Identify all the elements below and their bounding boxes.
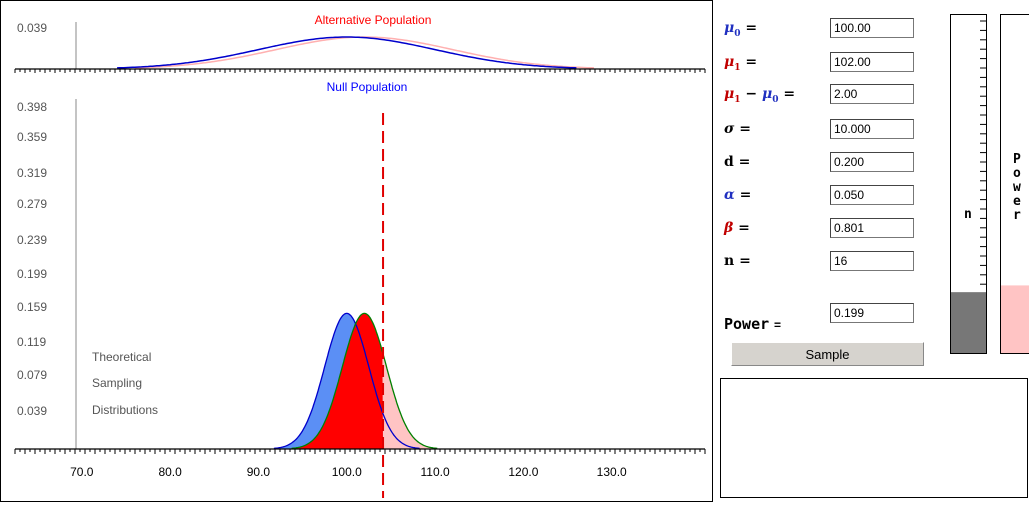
power-meter-letter: e [1013,194,1021,209]
mu0-equals: = [745,20,758,36]
effect-size-input[interactable] [830,152,914,172]
difference-input[interactable] [830,84,914,104]
power-text: Power [724,315,770,333]
main-panel-title: Null Population [327,80,408,94]
beta-region [291,313,383,449]
main-y-tick-label: 0.159 [17,300,47,314]
beta-label: β = [724,220,750,236]
annotation-line: Sampling [92,376,142,390]
mu0-subscript: 0 [734,28,741,39]
power-input[interactable] [830,303,914,323]
main-y-tick-label: 0.359 [17,130,47,144]
main-y-tick-label: 0.279 [17,197,47,211]
beta-symbol: β [724,220,734,236]
annotation-line: Theoretical [92,350,151,364]
mu1-input[interactable] [830,52,914,72]
power-region [383,354,438,449]
main-y-tick-label: 0.398 [17,100,47,114]
mu1-label: μ1 = [724,54,757,73]
beta-equals: = [738,220,750,236]
x-tick-label: 70.0 [70,465,94,479]
power-meter-fill [1001,285,1029,353]
power-label: Power = [724,315,781,333]
mu0-input[interactable] [830,18,914,38]
plot-frame [0,0,713,502]
d-symbol: d [724,154,734,170]
alpha-label: α = [724,187,751,203]
difference-label: μ1 − μ0 = [724,86,795,105]
x-tick-label: 90.0 [247,465,271,479]
main-y-tick-label: 0.319 [17,166,47,180]
sample-button[interactable]: Sample [731,342,924,366]
mu1-subscript: 1 [734,62,741,73]
sample-output-box [720,378,1028,498]
n-meter-fill [951,292,986,353]
main-y-tick-label: 0.039 [17,404,47,418]
x-tick-label: 100.0 [332,465,362,479]
main-y-tick-label: 0.119 [17,335,46,349]
alpha-equals: = [739,187,752,203]
n-meter-label: n [964,207,972,222]
mu0-label: μ0 = [724,20,757,39]
n-meter-scale [951,20,986,353]
null-population-curve-top [117,36,577,69]
sigma-equals: = [739,121,751,137]
x-tick-label: 110.0 [420,465,449,479]
sampling-distributions-panel: Null Population 0.398 0.359 0.319 0.279 0.239… [14,80,706,498]
top-y-tick: 0.039 [17,21,47,35]
diff-minus: − [745,86,758,102]
alpha-symbol: α [724,187,735,203]
distribution-chart: 0.039 Alternative Population Null Populat… [14,13,706,498]
x-tick-label: 80.0 [158,465,182,479]
power-meter-letter: r [1013,208,1021,223]
distribution-plot: 0.039 Alternative Population Null Populat… [0,0,713,502]
power-meter-letter: w [1013,180,1021,195]
power-meter-letter: P [1013,152,1021,167]
top-panel-title: Alternative Population [315,13,432,27]
d-equals: = [738,154,751,170]
mu0-symbol: μ [724,20,735,36]
power-meter-letter: o [1013,166,1021,181]
diff-mu1-subscript: 1 [734,94,741,105]
n-equals: = [739,253,751,269]
mu1-equals: = [745,54,758,70]
null-sampling-curve [273,312,420,450]
d-label: d = [724,154,750,170]
power-equals: = [774,318,782,332]
beta-input[interactable] [830,218,914,238]
alternative-sampling-curve [291,312,438,450]
diff-mu0-subscript: 0 [772,94,779,105]
sigma-input[interactable] [830,119,914,139]
n-label: n = [724,253,751,269]
main-y-tick-label: 0.079 [17,368,47,382]
power-meter-scale [1001,285,1029,353]
x-tick-label: 130.0 [597,465,627,479]
n-meter: n [950,14,987,354]
sigma-label: σ = [724,121,751,137]
mu1-symbol: μ [724,54,735,70]
annotation-line: Distributions [92,403,158,417]
n-input[interactable] [830,251,914,271]
diff-equals: = [783,86,796,102]
main-y-tick-label: 0.239 [17,233,47,247]
diff-mu1-symbol: μ [724,86,735,102]
diff-mu0-symbol: μ [762,86,773,102]
alpha-input[interactable] [830,185,914,205]
n-symbol: n [724,253,735,269]
alternative-population-panel: 0.039 Alternative Population [14,13,706,73]
sigma-symbol: σ [724,121,735,137]
main-y-tick-label: 0.199 [17,267,47,281]
x-tick-label: 120.0 [508,465,538,479]
